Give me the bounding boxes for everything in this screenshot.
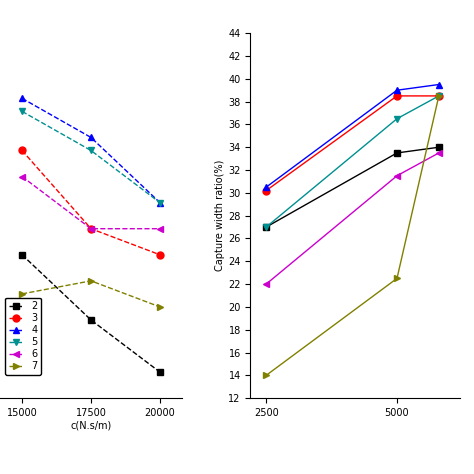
- Y-axis label: Capture width ratio(%): Capture width ratio(%): [216, 160, 226, 271]
- X-axis label: c(N.s/m): c(N.s/m): [70, 420, 111, 431]
- Legend: 2, 3, 4, 5, 6, 7: 2, 3, 4, 5, 6, 7: [5, 298, 41, 375]
